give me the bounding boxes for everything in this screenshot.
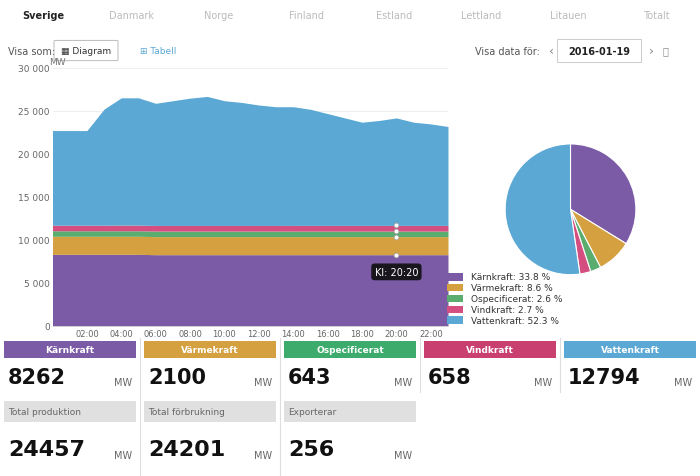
Bar [564, 341, 696, 358]
Text: Vattenkraft: 52.3 %: Vattenkraft: 52.3 % [470, 316, 559, 325]
FancyBboxPatch shape [447, 317, 463, 325]
FancyBboxPatch shape [447, 273, 463, 281]
Text: Vindkraft: 2.7 %: Vindkraft: 2.7 % [470, 305, 543, 314]
Wedge shape [570, 210, 591, 275]
Text: Visa data för:: Visa data för: [475, 47, 540, 56]
FancyBboxPatch shape [1, 1, 87, 33]
Text: MW: MW [394, 377, 412, 387]
Bar [424, 341, 556, 358]
FancyBboxPatch shape [54, 41, 118, 61]
Bar [144, 401, 276, 422]
Text: Lettland: Lettland [461, 11, 501, 21]
Text: Värmekraft: 8.6 %: Värmekraft: 8.6 % [470, 284, 552, 292]
Text: Exporterar: Exporterar [288, 407, 336, 416]
Text: Total produktion: Total produktion [8, 407, 81, 416]
Text: Total förbrukning: Total förbrukning [148, 407, 225, 416]
Text: 256: 256 [288, 439, 335, 459]
Text: Värmekraft: Värmekraft [181, 345, 239, 354]
Text: MW: MW [674, 377, 692, 387]
Text: Danmark: Danmark [108, 11, 154, 21]
Text: MW: MW [254, 377, 272, 387]
Text: MW: MW [114, 450, 132, 460]
Wedge shape [570, 210, 601, 272]
Text: ▦ Diagram: ▦ Diagram [61, 47, 111, 56]
Text: MW: MW [49, 58, 66, 67]
Text: Vindkraft: Vindkraft [466, 345, 514, 354]
Text: Ospecificerat: 2.6 %: Ospecificerat: 2.6 % [470, 294, 562, 303]
Bar [284, 341, 416, 358]
Bar [4, 401, 136, 422]
Text: MW: MW [114, 377, 132, 387]
Text: MW: MW [394, 450, 412, 460]
FancyBboxPatch shape [447, 295, 463, 303]
Text: ‹: ‹ [550, 45, 554, 58]
Text: 2016-01-19: 2016-01-19 [568, 47, 630, 56]
Text: Sverige: Sverige [22, 11, 65, 21]
Bar [284, 401, 416, 422]
Text: Kärnkraft: 33.8 %: Kärnkraft: 33.8 % [470, 273, 550, 282]
FancyBboxPatch shape [557, 40, 641, 62]
Text: 📅: 📅 [662, 47, 668, 56]
Text: 2100: 2100 [148, 367, 206, 387]
Text: Norge: Norge [204, 11, 233, 21]
Text: Finland: Finland [288, 11, 323, 21]
Text: ›: › [648, 45, 654, 58]
Text: Visa som:: Visa som: [8, 47, 55, 56]
Bar [144, 341, 276, 358]
FancyBboxPatch shape [447, 306, 463, 314]
Text: 24201: 24201 [148, 439, 225, 459]
Wedge shape [570, 210, 626, 268]
Text: Vattenkraft: Vattenkraft [601, 345, 659, 354]
Text: Totalt: Totalt [643, 11, 670, 21]
Text: 8262: 8262 [8, 367, 66, 387]
Text: ⊞ Tabell: ⊞ Tabell [140, 47, 176, 56]
Text: 658: 658 [428, 367, 472, 387]
Text: Ospecificerat: Ospecificerat [316, 345, 384, 354]
Text: Kl: 20:20: Kl: 20:20 [374, 268, 418, 278]
Text: MW: MW [254, 450, 272, 460]
Text: Kärnkraft: Kärnkraft [46, 345, 94, 354]
Wedge shape [570, 145, 636, 244]
Text: 643: 643 [288, 367, 332, 387]
Bar [4, 341, 136, 358]
Text: Litauen: Litauen [550, 11, 587, 21]
Text: 24457: 24457 [8, 439, 85, 459]
FancyBboxPatch shape [447, 284, 463, 292]
Text: MW: MW [534, 377, 552, 387]
Text: 12794: 12794 [568, 367, 640, 387]
Wedge shape [505, 145, 580, 275]
Text: Estland: Estland [376, 11, 412, 21]
